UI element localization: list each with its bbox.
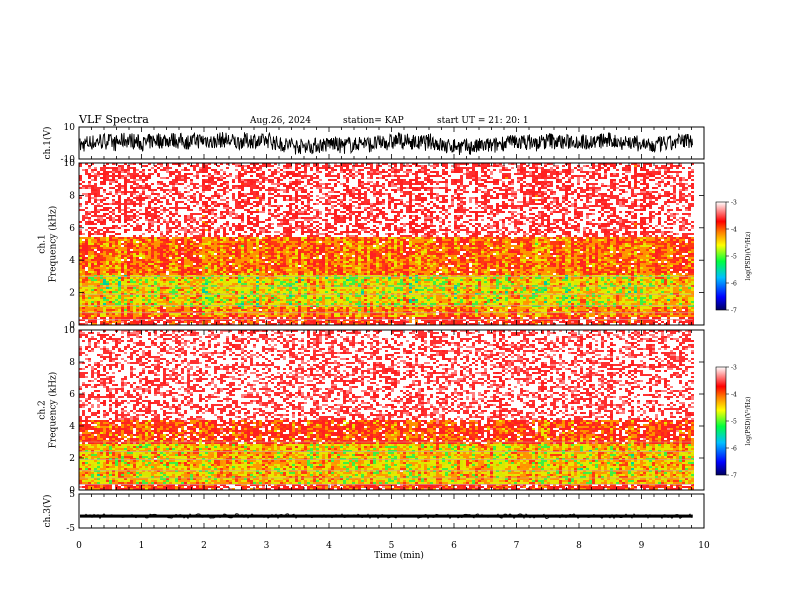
- ch1-spectrogram-ylabel-0: ch.1: [38, 234, 48, 253]
- start-time-label: start UT = 21: 20: 1: [437, 116, 529, 126]
- ch1-colorbar-tick-1: -4: [731, 227, 737, 234]
- ch1-spectrogram-ytick-1: 2: [69, 289, 75, 299]
- ch1-waveform-ytick-0: 10: [64, 123, 76, 133]
- time-tick-1: 1: [139, 541, 145, 551]
- time-tick-9: 9: [639, 541, 645, 551]
- date-label: Aug.26, 2024: [249, 116, 311, 126]
- ch1-colorbar-tick-0: -3: [731, 200, 737, 207]
- time-tick-0: 0: [76, 541, 82, 551]
- ch2-colorbar-tick-3: -6: [731, 446, 737, 453]
- time-tick-8: 8: [576, 541, 582, 551]
- time-tick-2: 2: [201, 541, 207, 551]
- ch2-spectrogram-ytick-5: 10: [64, 326, 76, 336]
- ch1-spectrogram-ytick-3: 6: [69, 224, 75, 234]
- ch1-colorbar-tick-3: -6: [731, 281, 737, 288]
- ch2-colorbar-tick-2: -5: [731, 419, 737, 426]
- ch3-waveform-ytick-0: 5: [69, 490, 75, 500]
- time-tick-10: 10: [698, 541, 710, 551]
- ch2-spectrogram-ytick-1: 2: [69, 454, 75, 464]
- ch3-waveform-ylabel: ch.3(V): [42, 495, 53, 528]
- ch1-spectrogram-ytick-4: 8: [69, 191, 75, 201]
- ch2-colorbar-tick-1: -4: [731, 392, 737, 399]
- ch2-colorbar-label: log(PSD)(V²/Hz): [745, 397, 752, 446]
- time-tick-6: 6: [451, 541, 457, 551]
- time-tick-7: 7: [514, 541, 520, 551]
- figure-title: VLF Spectra: [78, 113, 149, 126]
- ch2-spectrogram-ylabel-1: Frequency (kHz): [48, 372, 59, 449]
- station-label: station= KAP: [343, 116, 404, 126]
- ch2-spectrogram-ylabel-0: ch.2: [38, 400, 48, 419]
- time-tick-4: 4: [326, 541, 332, 551]
- time-axis-label: Time (min): [374, 550, 424, 561]
- time-tick-3: 3: [264, 541, 270, 551]
- ch3-waveform-frame: [79, 494, 704, 528]
- ch1-colorbar-label: log(PSD)(V²/Hz): [745, 232, 752, 281]
- ch2-spectrogram-ytick-3: 6: [69, 390, 75, 400]
- ch1-spectrogram-ylabel-1: Frequency (kHz): [48, 206, 59, 283]
- ch3-waveform-ytick-1: -5: [66, 524, 75, 534]
- time-tick-5: 5: [389, 541, 395, 551]
- ch2-spectrogram-ytick-2: 4: [69, 422, 75, 432]
- time-axis: 0 1 2 3 4 5 6 7 8 9 10: [76, 541, 710, 551]
- ch1-waveform-ylabel: ch.1(V): [42, 127, 53, 160]
- ch1-colorbar-tick-2: -5: [731, 254, 737, 261]
- ch1-colorbar-tick-4: -7: [731, 308, 737, 315]
- ch1-spectrogram-ytick-5: 10: [64, 159, 76, 169]
- ch1-waveform-line: [80, 132, 693, 155]
- ch2-spectrogram-ytick-4: 8: [69, 358, 75, 368]
- ch2-colorbar: -3 -4 -5 -6 -7 log(PSD)(V²/Hz): [716, 365, 752, 480]
- ch3-waveform-panel: 5 -5 ch.3(V): [42, 490, 704, 534]
- ch1-spectrogram-ytick-2: 4: [69, 256, 75, 266]
- ch2-colorbar-tick-4: -7: [731, 473, 737, 480]
- ch1-colorbar: -3 -4 -5 -6 -7 log(PSD)(V²/Hz): [716, 200, 752, 315]
- ch2-colorbar-gradient: [716, 367, 726, 475]
- ch2-colorbar-tick-0: -3: [731, 365, 737, 372]
- ch1-colorbar-gradient: [716, 202, 726, 310]
